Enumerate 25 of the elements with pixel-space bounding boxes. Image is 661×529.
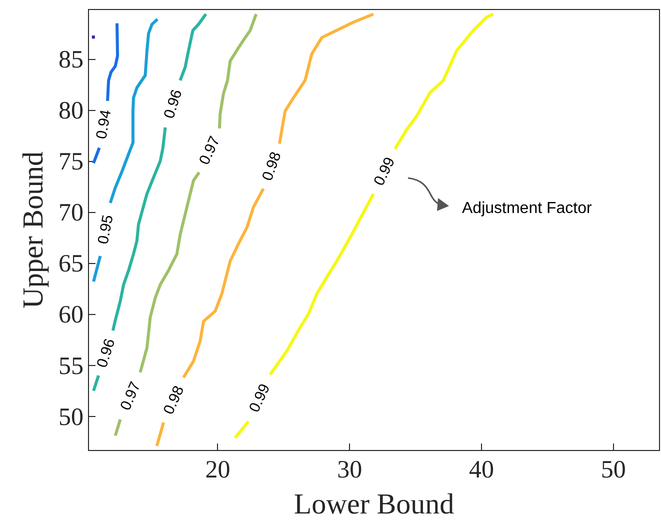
y-tick-label: 60 <box>58 302 84 329</box>
x-tick-label: 40 <box>468 456 494 484</box>
x-tick-label: 20 <box>205 456 230 484</box>
text: 0.96 <box>94 336 119 370</box>
y-tick-label: 70 <box>58 200 84 227</box>
y-tick-label: 50 <box>58 404 84 431</box>
text: 0.95 <box>94 214 117 246</box>
text: 0.98 <box>160 383 188 417</box>
text: 0.97 <box>117 379 144 413</box>
text: 0.99 <box>246 381 274 415</box>
y-tick-label: 55 <box>58 352 84 380</box>
annotation: Adjustment Factor <box>462 200 592 217</box>
y-axis-title: Upper Bound <box>18 150 50 309</box>
text: 0.94 <box>93 108 115 140</box>
y-tick-label: 75 <box>58 148 84 176</box>
text: 0.98 <box>258 150 285 183</box>
x-tick-label: 50 <box>600 456 626 484</box>
x-axis-title: Lower Bound <box>294 488 455 520</box>
y-tick-label: 65 <box>58 250 84 278</box>
y-tick-label: 80 <box>58 98 84 125</box>
x-tick-label: 30 <box>337 456 362 484</box>
y-tick-label: 85 <box>58 46 84 74</box>
text: 0.96 <box>160 88 186 121</box>
text: 0.97 <box>196 134 224 168</box>
text: 0.99 <box>370 154 399 188</box>
